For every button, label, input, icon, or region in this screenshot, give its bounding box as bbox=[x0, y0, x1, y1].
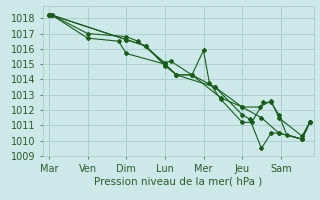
X-axis label: Pression niveau de la mer( hPa ): Pression niveau de la mer( hPa ) bbox=[94, 176, 262, 186]
